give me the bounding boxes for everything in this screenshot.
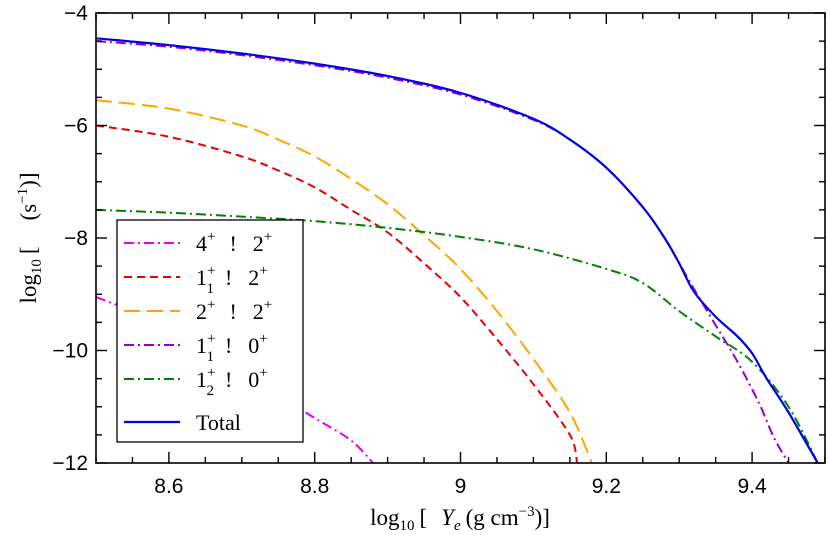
x-tick-label: 9 — [455, 475, 467, 498]
y-label-units-sup: −1 — [15, 188, 31, 204]
legend-label-6: Total — [196, 410, 241, 435]
legend-label-3: 2+! 2+ — [196, 297, 272, 324]
y-tick-label: −10 — [52, 340, 88, 363]
y-label-log-sub: 10 — [29, 259, 45, 274]
x-tick-label: 9.4 — [737, 475, 767, 498]
y-tick-label: −12 — [52, 452, 88, 475]
x-tick-label: 9.2 — [592, 475, 621, 498]
y-label-close: )] — [16, 173, 41, 188]
series-line-2 — [96, 124, 579, 463]
legend: 4+! 2+ 1+ 1! 2+ 2+! 2+ 1+ 1! 0+ 1+ 2! 0+ Total — [116, 219, 304, 443]
x-label-close: )] — [535, 505, 550, 530]
y-tick-label: −8 — [64, 227, 88, 250]
legend-label-1: 4+! 2+ — [196, 229, 272, 256]
ticks-layer: 8.6 8.8 9 9.2 9.4 −12 −10 −8 −6 −4 — [52, 2, 826, 498]
legend-box — [116, 219, 304, 443]
legend-label-4: 1+ 1! 0+ — [196, 331, 268, 365]
legend-swatches — [124, 242, 180, 424]
x-tick-label: 8.8 — [300, 475, 329, 498]
y-label-units: (s — [16, 204, 41, 221]
y-axis-label: log10 [ (s−1)] — [15, 173, 45, 304]
x-label-open: [ — [419, 505, 427, 530]
x-label-units-sup: −3 — [519, 504, 535, 520]
x-tick-label: 8.6 — [154, 475, 183, 498]
y-label-log: log — [16, 274, 41, 304]
series-line-3 — [96, 99, 593, 463]
x-label-log: log — [370, 505, 400, 530]
x-label-log-sub: 10 — [399, 518, 414, 534]
y-tick-label: −4 — [64, 2, 88, 25]
series-line-6 — [96, 37, 819, 463]
x-label-var-sub: e — [454, 518, 461, 534]
x-label-units: (g cm — [466, 505, 519, 530]
x-axis-label: log10 [ Ye (g cm−3)] — [370, 504, 550, 534]
x-label-var: Y — [441, 505, 456, 530]
y-tick-label: −6 — [64, 115, 88, 138]
legend-label-5: 1+ 2! 0+ — [196, 365, 268, 399]
y-label-open: [ — [16, 246, 41, 254]
series-line-5 — [96, 208, 819, 463]
series-layer — [96, 37, 819, 463]
legend-label-2: 1+ 1! 2+ — [196, 263, 268, 297]
